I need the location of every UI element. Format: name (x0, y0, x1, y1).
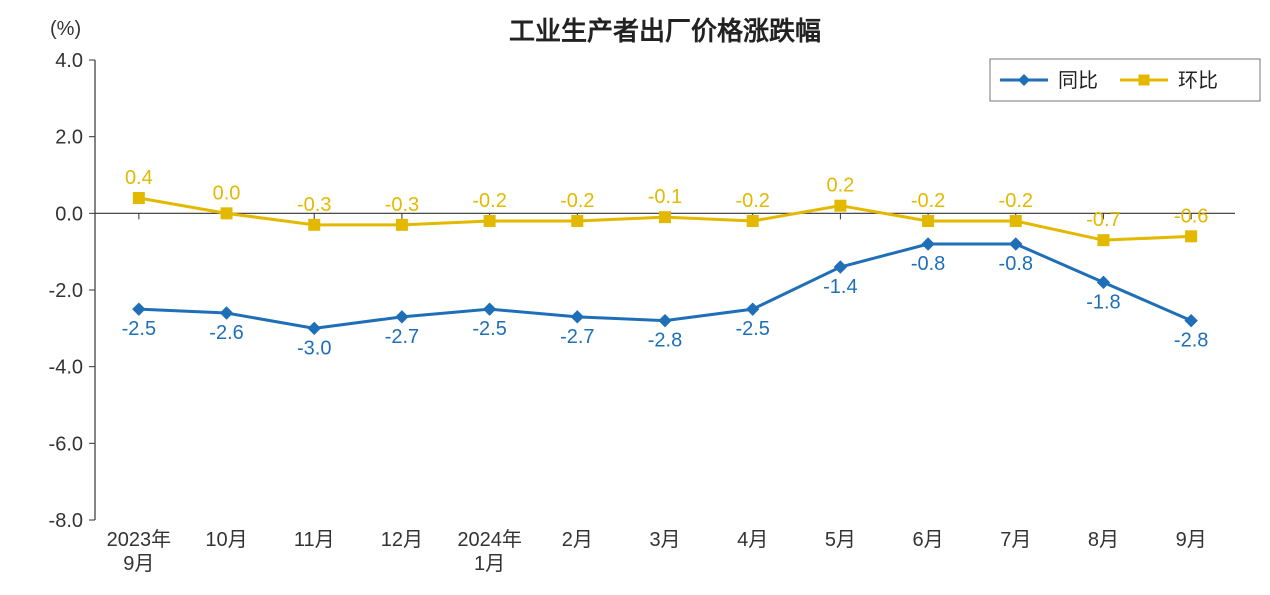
x-tick-label: 8月 (1088, 529, 1119, 551)
series-marker-1 (309, 219, 320, 230)
series-data-label-1: -0.2 (735, 190, 769, 212)
series-data-label-1: -0.2 (560, 190, 594, 212)
series-marker-1 (1010, 216, 1021, 227)
x-tick-label: 2023年 (107, 528, 172, 551)
series-marker-1 (1098, 235, 1109, 246)
chart-title: 工业生产者出厂价格涨跌幅 (509, 16, 821, 46)
x-tick-label: 7月 (1000, 529, 1031, 551)
x-tick-label: 4月 (737, 529, 768, 551)
series-data-label-1: 0.0 (213, 182, 241, 204)
x-tick-label: 2024年 (457, 528, 522, 551)
series-data-label-1: -0.1 (648, 186, 682, 208)
x-tick-label: 9月 (123, 553, 154, 575)
series-marker-1 (747, 216, 758, 227)
series-marker-1 (660, 212, 671, 223)
y-tick-label: -6.0 (49, 433, 83, 455)
legend: 同比 环比 (990, 59, 1260, 101)
series-data-label-1: 0.2 (826, 175, 854, 197)
series-marker-1 (396, 219, 407, 230)
series-data-label-0: -1.8 (1086, 291, 1120, 313)
series-data-label-0: -2.6 (209, 322, 243, 344)
y-tick-label: -8.0 (49, 510, 83, 532)
legend-label-0: 同比 (1058, 69, 1098, 92)
series-data-label-0: -2.5 (472, 318, 506, 340)
series-data-label-1: 0.4 (125, 167, 153, 189)
y-tick-label: 4.0 (55, 50, 83, 72)
series-data-label-0: -1.4 (823, 276, 857, 298)
y-unit-label: (%) (50, 18, 81, 40)
series-data-label-1: -0.2 (911, 190, 945, 212)
series-marker-1 (923, 216, 934, 227)
series-marker-1 (133, 193, 144, 204)
x-tick-label: 12月 (381, 529, 423, 551)
series-data-label-1: -0.3 (297, 194, 331, 216)
series-data-label-1: -0.7 (1086, 209, 1120, 231)
series-marker-1 (484, 216, 495, 227)
x-tick-label: 10月 (205, 529, 247, 551)
series-data-label-0: -2.5 (122, 318, 156, 340)
series-data-label-1: -0.6 (1174, 205, 1208, 227)
x-tick-label: 11月 (294, 529, 335, 551)
series-data-label-1: -0.3 (385, 194, 419, 216)
x-tick-label: 3月 (649, 529, 680, 551)
x-tick-label: 2月 (562, 529, 593, 551)
series-marker-1 (221, 208, 232, 219)
y-tick-label: 2.0 (55, 127, 83, 149)
series-data-label-1: -0.2 (999, 190, 1033, 212)
series-data-label-0: -2.8 (648, 330, 682, 352)
x-tick-label: 5月 (825, 529, 856, 551)
legend-label-1: 环比 (1178, 69, 1218, 92)
series-data-label-0: -2.8 (1174, 330, 1208, 352)
series-data-label-0: -2.7 (560, 326, 594, 348)
x-tick-label: 1月 (474, 553, 505, 575)
series-data-label-0: -2.7 (385, 326, 419, 348)
y-tick-label: 0.0 (55, 203, 83, 225)
y-tick-label: -4.0 (49, 357, 83, 379)
x-tick-label: 9月 (1176, 529, 1207, 551)
series-data-label-1: -0.2 (472, 190, 506, 212)
series-marker-1 (835, 200, 846, 211)
series-marker-1 (1186, 231, 1197, 242)
series-marker-1 (572, 216, 583, 227)
ppi-line-chart: 工业生产者出厂价格涨跌幅 (%) -8.0 -6.0 -4.0 -2.0 0.0 2.0 4.0… (0, 0, 1270, 595)
series-data-label-0: -0.8 (911, 253, 945, 275)
series-data-label-0: -2.5 (735, 318, 769, 340)
chart-svg: 工业生产者出厂价格涨跌幅 (%) -8.0 -6.0 -4.0 -2.0 0.0 2.0 4.0… (0, 0, 1270, 595)
x-tick-label: 6月 (913, 529, 944, 551)
series-data-label-0: -3.0 (297, 337, 331, 359)
series-data-label-0: -0.8 (999, 253, 1033, 275)
y-tick-label: -2.0 (49, 280, 83, 302)
